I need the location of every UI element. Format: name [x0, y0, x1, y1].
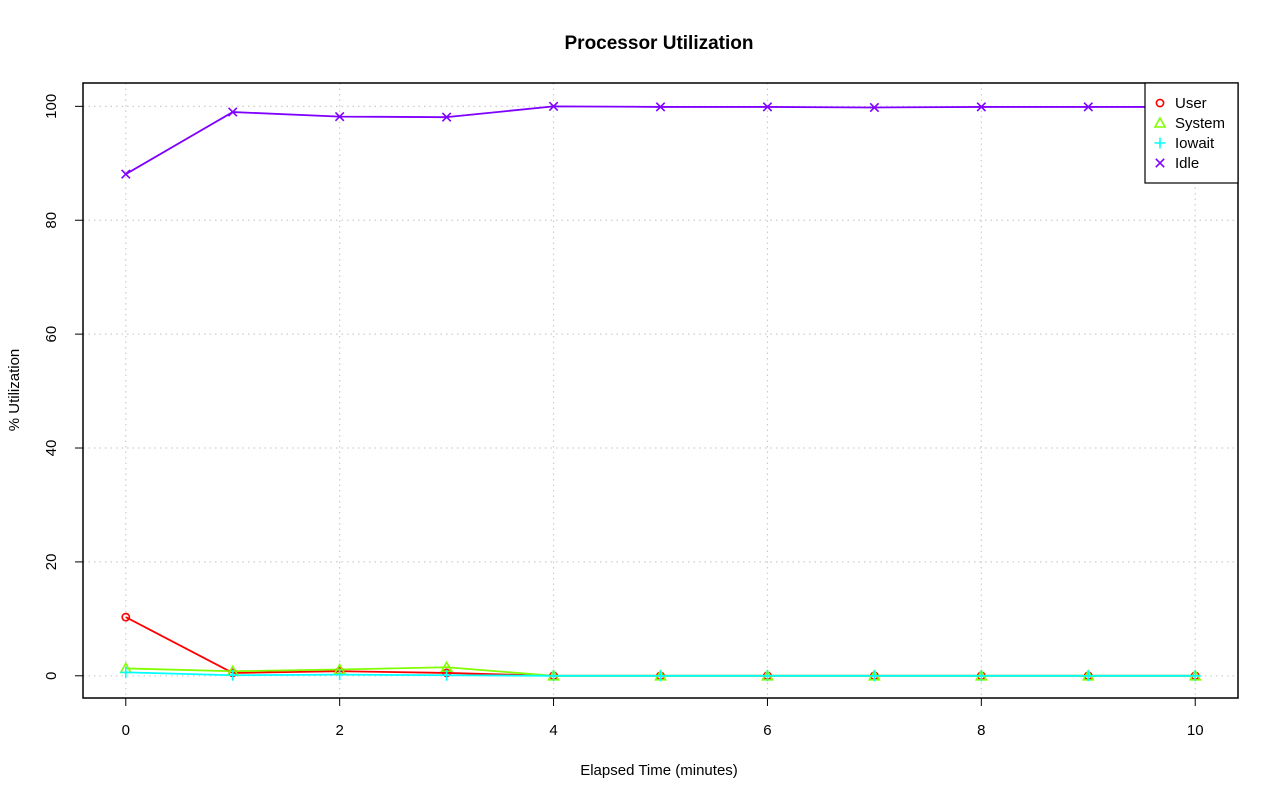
- data-point-iowait: [761, 670, 773, 682]
- data-point-idle: [441, 112, 452, 122]
- y-tick-label: 100: [43, 94, 60, 119]
- x-tick-label: 4: [549, 722, 557, 739]
- data-point-iowait: [655, 670, 666, 682]
- legend-marker-idle: [1155, 158, 1165, 168]
- y-tick-label: 80: [43, 212, 60, 229]
- chart-title: Processor Utilization: [565, 33, 754, 54]
- data-point-iowait: [441, 669, 453, 681]
- legend-label-idle: Idle: [1175, 155, 1199, 172]
- legend-label-user: User: [1175, 95, 1207, 112]
- data-point-iowait: [1189, 670, 1201, 682]
- data-point-iowait: [120, 666, 132, 678]
- legend-label-iowait: Iowait: [1175, 135, 1215, 152]
- data-point-idle: [762, 102, 773, 112]
- series-line-user: [125, 616, 1196, 677]
- series-lines: [125, 105, 1196, 677]
- legend-marker-user: [1155, 98, 1165, 108]
- data-point-idle: [334, 111, 345, 122]
- data-point-iowait: [1082, 670, 1094, 682]
- y-axis: 0 20 40 60 80 100: [43, 94, 83, 680]
- x-tick-label: 10: [1187, 722, 1204, 739]
- grid-lines: [83, 83, 1238, 698]
- x-tick-label: 2: [335, 722, 343, 739]
- y-tick-label: 60: [43, 326, 60, 343]
- series-line-idle: [125, 105, 1196, 175]
- data-point-idle: [976, 102, 987, 112]
- data-point-idle: [548, 101, 559, 112]
- data-point-user: [121, 612, 131, 622]
- y-tick-label: 20: [43, 554, 60, 571]
- y-axis-label: % Utilization: [6, 349, 23, 432]
- legend-marker-iowait: [1154, 137, 1166, 149]
- legend-label-system: System: [1175, 115, 1225, 132]
- data-point-iowait: [227, 669, 239, 681]
- plot-frame: [82, 82, 1239, 699]
- data-point-iowait: [975, 670, 987, 682]
- y-tick-label: 0: [43, 672, 60, 680]
- y-tick-label: 40: [43, 440, 60, 457]
- x-tick-label: 0: [122, 722, 130, 739]
- legend-marker-system: [1153, 116, 1167, 128]
- data-point-idle: [121, 169, 131, 179]
- x-tick-label: 8: [977, 722, 985, 739]
- data-point-idle: [655, 102, 666, 112]
- data-point-iowait: [334, 669, 346, 681]
- series-markers: [119, 101, 1202, 682]
- data-point-idle: [1083, 102, 1094, 112]
- data-point-iowait: [548, 670, 560, 682]
- data-point-idle: [227, 107, 238, 117]
- x-axis: 0 2 4 6 8 10: [122, 698, 1204, 739]
- data-point-iowait: [868, 670, 880, 682]
- x-tick-label: 6: [763, 722, 771, 739]
- x-axis-label: Elapsed Time (minutes): [580, 762, 738, 779]
- data-point-idle: [869, 102, 880, 113]
- legend: User System Iowait Idle: [1144, 82, 1239, 184]
